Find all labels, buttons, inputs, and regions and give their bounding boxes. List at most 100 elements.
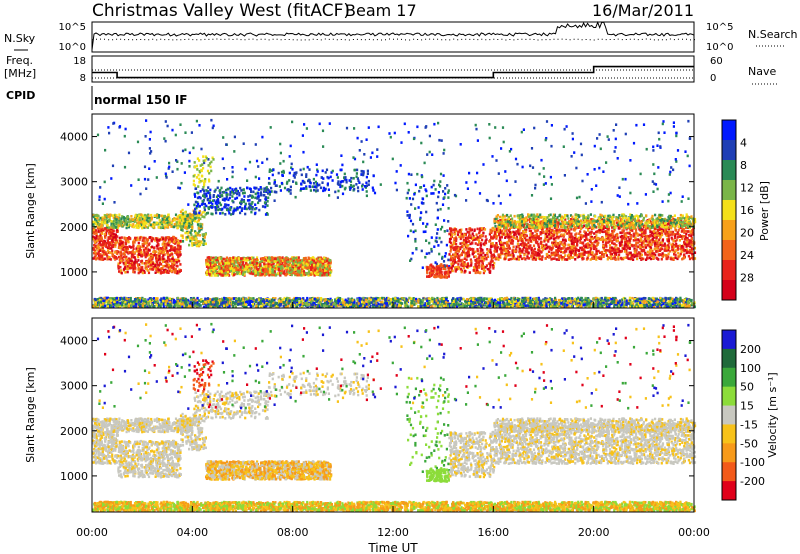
power-cell xyxy=(95,248,98,251)
power-cell xyxy=(308,257,311,260)
power-cell xyxy=(119,252,122,256)
power-cell xyxy=(221,198,224,201)
power-cell xyxy=(161,237,165,241)
power-cell xyxy=(126,258,130,262)
power-cell xyxy=(206,197,209,201)
power-cell xyxy=(117,250,120,254)
power-cell xyxy=(254,196,257,200)
power-cell xyxy=(637,251,640,254)
power-cell xyxy=(221,262,225,266)
power-cell xyxy=(649,243,652,246)
power-cell xyxy=(175,222,178,226)
power-cell xyxy=(203,239,206,243)
power-cell xyxy=(179,263,182,266)
power-cell xyxy=(456,249,459,253)
power-cell xyxy=(444,255,447,258)
power-cell xyxy=(300,273,303,277)
power-cell xyxy=(111,238,114,242)
power-cell xyxy=(365,181,368,185)
power-cell xyxy=(174,268,177,271)
power-cell xyxy=(460,270,463,274)
power-cell xyxy=(177,255,180,259)
power-cell xyxy=(452,246,455,250)
power-cell xyxy=(162,248,165,251)
nsky-label: N.Sky xyxy=(4,32,36,45)
power-cell xyxy=(196,244,199,248)
power-cell xyxy=(175,261,178,264)
power-cell xyxy=(335,173,339,176)
power-cell xyxy=(432,183,435,187)
power-cell xyxy=(100,236,103,239)
power-cell xyxy=(114,245,117,248)
power-cell xyxy=(232,192,235,195)
power-cell xyxy=(155,266,158,270)
power-cell xyxy=(107,226,111,230)
power-cell xyxy=(137,247,140,250)
power-cell xyxy=(480,253,483,257)
power-cell xyxy=(433,179,436,183)
power-cell xyxy=(95,231,98,235)
power-cell xyxy=(100,232,103,235)
power-cell xyxy=(197,225,200,228)
power-cell xyxy=(109,234,112,237)
power-cell xyxy=(110,221,113,225)
power-cell xyxy=(158,214,161,217)
power-cell xyxy=(131,218,135,222)
power-cell xyxy=(460,234,463,238)
power-cell xyxy=(150,213,153,217)
power-cell xyxy=(169,237,172,240)
cpid-label: CPID xyxy=(6,89,35,102)
power-cell xyxy=(156,216,159,220)
power-cell xyxy=(120,217,123,220)
power-cell xyxy=(463,233,466,237)
power-cell xyxy=(171,219,174,223)
power-cell xyxy=(224,213,227,216)
power-cell xyxy=(208,273,211,276)
power-cell xyxy=(336,176,339,179)
power-cell xyxy=(430,247,433,251)
power-cell xyxy=(128,266,132,270)
power-cell xyxy=(221,274,224,277)
power-cell xyxy=(143,219,146,223)
nave-trace xyxy=(92,69,694,79)
power-cell xyxy=(645,235,648,238)
power-cell xyxy=(133,270,136,274)
power-cell xyxy=(288,171,291,175)
power-cell xyxy=(179,221,182,225)
power-cell xyxy=(486,267,489,271)
power-cell xyxy=(176,217,179,221)
power-cell xyxy=(329,271,332,274)
power-cell xyxy=(235,192,239,196)
power-cell xyxy=(144,246,147,250)
power-cell xyxy=(198,234,201,237)
power-cell xyxy=(224,197,228,201)
power-cell xyxy=(157,270,160,274)
power-cell xyxy=(178,259,181,263)
power-cell xyxy=(136,263,140,267)
power-cell xyxy=(150,252,153,256)
power-cell xyxy=(469,242,472,246)
power-cell xyxy=(167,238,170,242)
power-cell xyxy=(119,239,122,243)
power-cell xyxy=(553,238,556,241)
power-cell xyxy=(177,253,180,257)
power-cell xyxy=(489,231,492,234)
power-cell xyxy=(158,250,161,253)
power-cell xyxy=(114,217,117,220)
power-cell xyxy=(434,188,437,191)
power-cell xyxy=(436,216,439,220)
power-cell xyxy=(105,214,108,218)
power-cell xyxy=(181,234,184,238)
power-cell xyxy=(158,268,161,272)
power-cell xyxy=(252,190,255,194)
power-cell xyxy=(480,264,484,267)
power-cell xyxy=(104,220,107,223)
power-cell xyxy=(231,260,234,263)
power-cell xyxy=(171,245,174,249)
power-cell xyxy=(129,218,132,221)
power-cell xyxy=(197,218,200,222)
power-cell xyxy=(457,250,461,253)
power-cell xyxy=(471,232,474,235)
power-cell xyxy=(184,217,187,221)
power-cell xyxy=(183,214,186,218)
